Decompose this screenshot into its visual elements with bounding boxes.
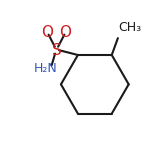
Text: S: S bbox=[52, 43, 61, 58]
Text: O: O bbox=[59, 25, 71, 40]
Text: H₂N: H₂N bbox=[34, 62, 58, 75]
Text: O: O bbox=[41, 25, 53, 40]
Text: CH₃: CH₃ bbox=[119, 21, 142, 34]
